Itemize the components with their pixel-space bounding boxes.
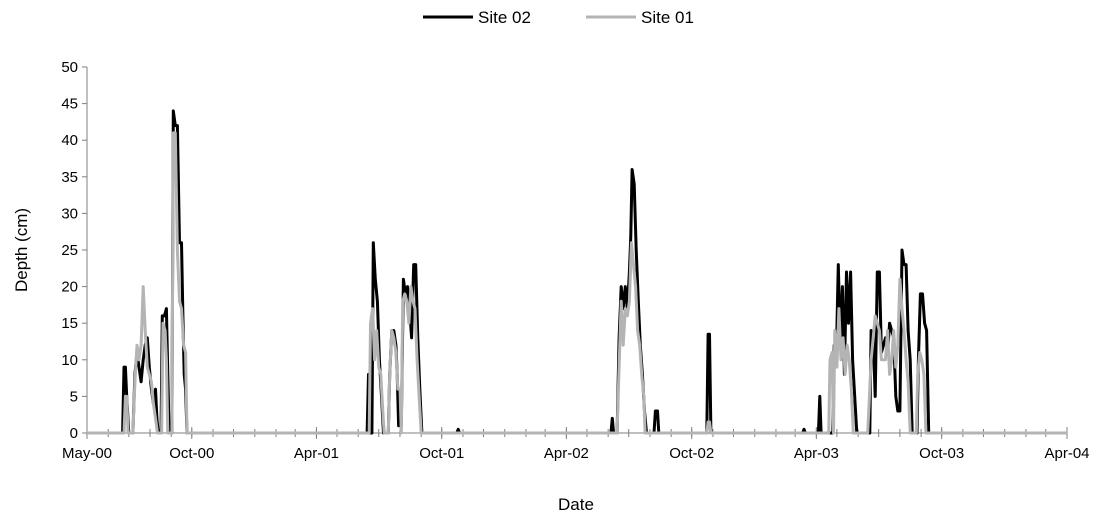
series-line-site-02 — [87, 109, 1067, 435]
y-tick-label: 10 — [61, 352, 78, 369]
y-tick-label: 40 — [61, 132, 78, 149]
y-tick-label: 35 — [61, 169, 78, 186]
y-axis: 0 5 10 15 20 25 30 35 40 45 50 — [61, 59, 88, 442]
y-tick-label: 20 — [61, 279, 78, 296]
legend: Site 02 Site 01 — [423, 8, 694, 27]
y-tick-label: 25 — [61, 242, 78, 259]
x-tick-label: Apr-02 — [544, 445, 589, 462]
y-tick-label: 15 — [61, 315, 78, 332]
series-line-site-01 — [87, 131, 1067, 435]
x-tick-label: May-00 — [62, 445, 112, 462]
x-axis-title: Date — [558, 495, 594, 514]
x-tick-label: Oct-03 — [919, 445, 964, 462]
x-tick-label: Apr-04 — [1044, 445, 1089, 462]
x-tick-label: Oct-01 — [419, 445, 464, 462]
x-tick-label: Apr-03 — [794, 445, 839, 462]
legend-label: Site 01 — [641, 8, 694, 27]
x-axis: May-00 Oct-00 Apr-01 Oct-01 Apr-02 Oct-02 Apr-… — [62, 427, 1090, 462]
x-tick-label: Oct-02 — [669, 445, 714, 462]
x-tick-label: Oct-00 — [169, 445, 214, 462]
y-tick-label: 0 — [70, 425, 78, 442]
y-tick-label: 5 — [70, 388, 78, 405]
series-layer — [87, 109, 1067, 435]
y-tick-label: 50 — [61, 59, 78, 76]
legend-label: Site 02 — [478, 8, 531, 27]
y-axis-title: Depth (cm) — [12, 208, 31, 292]
y-tick-label: 45 — [61, 96, 78, 113]
y-tick-label: 30 — [61, 205, 78, 222]
x-tick-label: Apr-01 — [294, 445, 339, 462]
